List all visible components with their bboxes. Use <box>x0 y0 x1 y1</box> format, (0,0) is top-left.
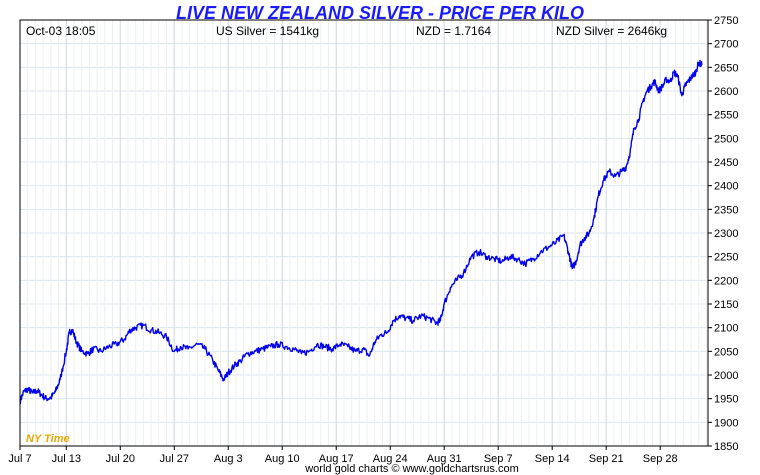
y-tick-label: 2400 <box>714 181 738 193</box>
x-tick-label: Sep 7 <box>484 453 513 465</box>
x-tick-label: Aug 10 <box>265 453 300 465</box>
y-tick-label: 1850 <box>714 441 738 453</box>
x-tick-label: Jul 13 <box>52 453 81 465</box>
x-tick-label: Aug 17 <box>319 453 354 465</box>
chart-footer: world gold charts © www.goldchartsrus.co… <box>304 463 519 475</box>
y-tick-label: 2600 <box>714 86 738 98</box>
y-tick-label: 2650 <box>714 62 738 74</box>
x-tick-label: Jul 27 <box>160 453 189 465</box>
y-tick-label: 2350 <box>714 204 738 216</box>
x-tick-label: Aug 3 <box>214 453 243 465</box>
chart-title: LIVE NEW ZEALAND SILVER - PRICE PER KILO <box>176 3 584 23</box>
time-zone-label: NY Time <box>26 433 70 445</box>
x-tick-label: Aug 24 <box>373 453 408 465</box>
y-tick-label: 2500 <box>714 133 738 145</box>
x-tick-label: Jul 7 <box>8 453 31 465</box>
y-tick-label: 2550 <box>714 110 738 122</box>
x-tick-label: Sep 28 <box>643 453 678 465</box>
y-tick-label: 2250 <box>714 252 738 264</box>
header-nzd-silver: NZD Silver = 2646kg <box>556 24 667 38</box>
header-datetime: Oct-03 18:05 <box>26 24 96 38</box>
y-tick-label: 1900 <box>714 417 738 429</box>
y-tick-label: 2450 <box>714 157 738 169</box>
y-tick-label: 2150 <box>714 299 738 311</box>
x-tick-label: Sep 14 <box>535 453 570 465</box>
y-tick-label: 2000 <box>714 370 738 382</box>
x-tick-label: Aug 31 <box>427 453 462 465</box>
y-tick-label: 2300 <box>714 228 738 240</box>
x-axis: Jul 7 Jul 13 Jul 20 Jul 27 Aug 3 Aug 10 Aug 17… <box>8 446 678 465</box>
header-readout: Oct-03 18:05 US Silver = 1541kg NZD = 1.… <box>26 24 667 38</box>
y-tick-label: 2700 <box>714 39 738 51</box>
series-line-nzd-silver <box>19 59 703 405</box>
y-tick-label: 2050 <box>714 346 738 358</box>
y-tick-label: 2750 <box>714 15 738 27</box>
y-tick-label: 1950 <box>714 394 738 406</box>
y-axis: 1850 1900 1950 2000 2050 2100 2150 2200 2250 2300… <box>708 15 738 453</box>
x-tick-label: Jul 20 <box>106 453 135 465</box>
x-tick-label: Sep 21 <box>589 453 624 465</box>
y-tick-label: 2200 <box>714 275 738 287</box>
header-nzd-rate: NZD = 1.7164 <box>416 24 491 38</box>
header-us-silver: US Silver = 1541kg <box>216 24 319 38</box>
y-tick-label: 2100 <box>714 323 738 335</box>
grid-lines <box>19 20 708 446</box>
